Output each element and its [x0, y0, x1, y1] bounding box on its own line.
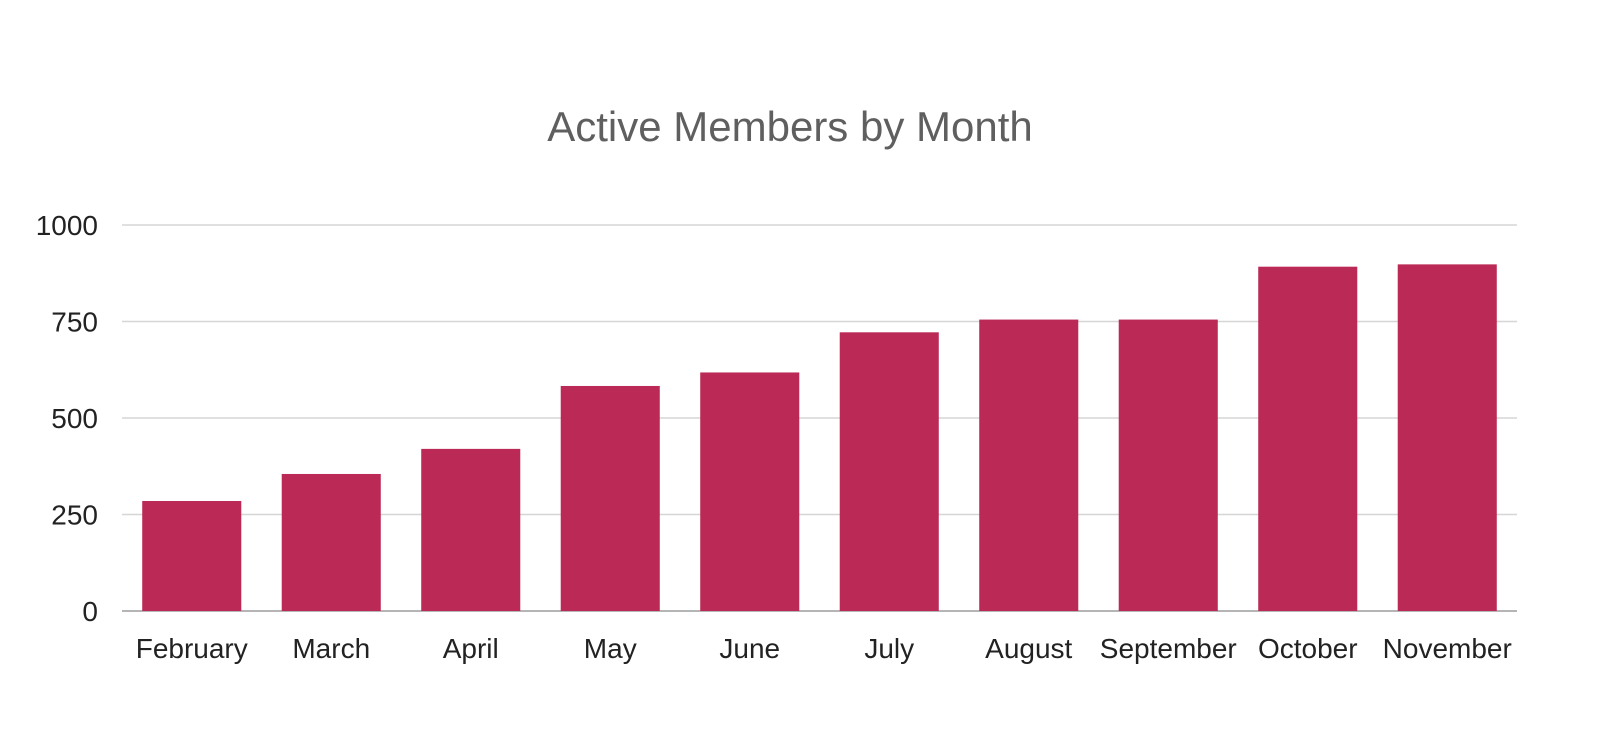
bar-july [839, 332, 939, 611]
bars [142, 264, 1497, 611]
y-tick-label: 1000 [36, 210, 98, 241]
y-tick-label: 500 [51, 403, 98, 434]
x-axis-categories: February March April May June July August Septe… [136, 633, 1512, 664]
x-category-label: November [1383, 633, 1512, 664]
bar-october [1258, 266, 1358, 611]
bar-march [281, 473, 381, 611]
bar-may [560, 385, 660, 611]
y-tick-label: 250 [51, 500, 98, 531]
bar-february [142, 500, 242, 611]
bar-june [700, 372, 800, 611]
x-category-label: September [1100, 633, 1237, 664]
x-category-label: July [864, 633, 914, 664]
x-category-label: June [719, 633, 780, 664]
x-category-label: February [136, 633, 248, 664]
x-category-label: October [1258, 633, 1358, 664]
x-category-label: May [584, 633, 637, 664]
x-category-label: March [292, 633, 370, 664]
x-category-label: April [443, 633, 499, 664]
bar-august [979, 319, 1079, 611]
bar-september [1118, 319, 1218, 611]
y-axis-ticks: 0 250 500 750 1000 [36, 210, 98, 627]
y-tick-label: 750 [51, 307, 98, 338]
chart-title: Active Members by Month [547, 103, 1033, 150]
bar-november [1397, 264, 1497, 611]
bar-april [421, 448, 521, 611]
y-tick-label: 0 [82, 596, 98, 627]
x-category-label: August [985, 633, 1072, 664]
